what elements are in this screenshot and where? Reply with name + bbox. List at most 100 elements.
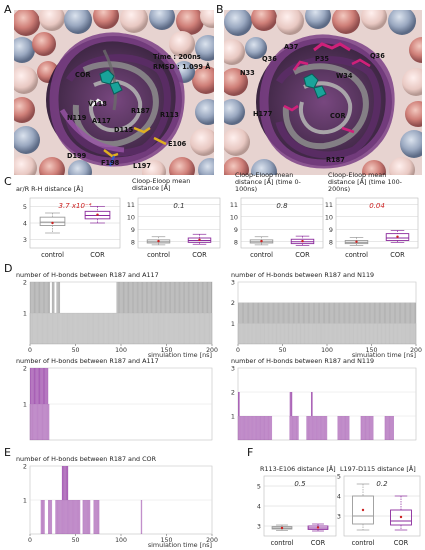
y-tick-label: 9	[329, 226, 333, 234]
y-tick-label: 3	[23, 236, 27, 244]
box-mean-point	[355, 240, 358, 243]
residue-label: D199	[67, 152, 87, 160]
y-tick-label: 5	[257, 483, 261, 491]
residue-label: A37	[284, 43, 299, 51]
plot-area	[343, 475, 421, 537]
x-tick-label: 150	[161, 537, 173, 544]
residue-label: N119	[67, 114, 87, 122]
x-category-label: COR	[394, 539, 409, 547]
residue-label: V118	[88, 100, 107, 108]
box-mean-point	[301, 239, 304, 243]
hbond-interval-level1	[384, 416, 394, 440]
box-mean-point	[399, 515, 403, 519]
box-mean-point	[396, 235, 399, 238]
y-tick-label: 11	[230, 201, 238, 209]
residue-label: P35	[315, 55, 330, 63]
box-mean-point	[157, 239, 160, 243]
p-value-annotation: 0.8	[276, 202, 288, 210]
y-tick-label: 1	[231, 320, 235, 328]
hbond-interval-level1	[40, 500, 45, 534]
protein-structure-image-a	[14, 10, 214, 175]
p-value-annotation: 0.1	[173, 202, 184, 210]
residue-label: Q36	[370, 52, 385, 60]
protein-ribbon	[46, 32, 185, 167]
hbond-interval-level2	[56, 282, 61, 313]
membrane-spheres	[224, 10, 422, 175]
hbond-interval-level2	[238, 392, 240, 416]
residue-label: L197	[133, 162, 151, 170]
x-category-label: control	[271, 539, 294, 547]
x-category-label: control	[352, 539, 375, 547]
x-category-label: COR	[390, 251, 405, 259]
y-tick-label: 4	[23, 220, 27, 228]
p-value-annotation: 3.7 x10⁻⁴	[59, 202, 92, 210]
x-tick-label: 150	[366, 347, 378, 354]
chart-title: Cloop-Eloop mean distance [Å] (time 100-…	[328, 171, 402, 194]
y-tick-label: 1	[231, 413, 235, 421]
x-tick-label: 200	[206, 347, 218, 354]
box-iqr	[390, 509, 412, 526]
hbond-interval-level2	[238, 302, 416, 324]
x-tick-label: 100	[115, 537, 127, 544]
hbond-interval-level1	[48, 500, 52, 534]
box-mean-point	[260, 239, 263, 243]
residue-label: A117	[92, 117, 111, 125]
y-tick-label: 3	[257, 523, 261, 531]
x-axis-label: simulation time [ns]	[148, 351, 212, 358]
y-tick-label: 1	[23, 497, 27, 505]
panel-label-e: E	[4, 446, 11, 459]
y-tick-label: 5	[337, 473, 341, 481]
x-category-label: COR	[295, 251, 310, 259]
x-tick-label: 200	[206, 537, 218, 544]
hbond-interval-level1	[306, 416, 327, 440]
hbond-interval-level2	[30, 368, 49, 404]
x-category-label: COR	[192, 251, 207, 259]
residue-label: R113	[160, 111, 179, 119]
hbond-interval-level1	[55, 500, 81, 534]
chart-title: Cloop-Eloop mean distance [Å] (time 0-10…	[235, 171, 301, 194]
p-value-annotation: 0.5	[294, 480, 306, 488]
box-iqr	[39, 216, 66, 226]
x-category-label: COR	[311, 539, 326, 547]
hbond-interval-level1	[141, 500, 142, 534]
x-tick-label: 0	[28, 347, 32, 354]
box-plot-l197-d115: 3 4 5 control COR 0.2	[337, 473, 421, 547]
box-mean-point	[280, 526, 284, 530]
residue-label: COR	[75, 71, 91, 79]
hbond-interval-level1	[93, 500, 100, 534]
chart-title: ar/R R-H distance [Å]	[16, 185, 83, 193]
y-tick-label: 10	[127, 213, 135, 221]
box-plot-cloop-eloop-full: 8 9 10 11 control COR 0.1	[127, 197, 221, 259]
box-plot-arr-rh-distance: 3 4 5 control COR 3.7 x10⁻⁴	[23, 197, 121, 259]
panel-label-a: A	[4, 3, 12, 16]
hbond-interval-level1	[238, 416, 272, 440]
residue-label: R187	[326, 156, 345, 164]
y-tick-label: 9	[131, 226, 135, 234]
x-category-label: control	[345, 251, 368, 259]
x-tick-label: 50	[279, 347, 287, 354]
residue-label: COR	[330, 112, 346, 120]
hbond-interval-level2	[116, 282, 212, 313]
y-tick-label: 8	[329, 238, 333, 246]
ligand-cor	[99, 69, 123, 95]
residue-label: E106	[168, 140, 187, 148]
box-plot-r113-e106: 3 4 5 control COR 0.5	[257, 475, 337, 547]
chart-title: Cloop-Eloop mean distance [Å]	[132, 177, 191, 193]
y-tick-label: 8	[131, 238, 135, 246]
plot-area	[335, 197, 419, 249]
y-tick-label: 1	[23, 401, 27, 409]
info-rmsd: RMSD : 1.099 Å	[153, 63, 211, 71]
x-tick-label: 150	[161, 347, 173, 354]
box-mean-point	[51, 221, 54, 225]
y-tick-label: 2	[23, 279, 27, 287]
x-axis-label: simulation time [ns]	[352, 351, 416, 358]
panel-label-d: D	[4, 262, 13, 275]
x-tick-label: 200	[410, 347, 422, 354]
protein-structure-image-b	[224, 10, 422, 175]
x-tick-label: 50	[72, 347, 80, 354]
y-tick-label: 11	[325, 201, 333, 209]
y-tick-label: 2	[231, 299, 235, 307]
chart-title: number of H-bonds between R187 and A117	[16, 357, 159, 365]
